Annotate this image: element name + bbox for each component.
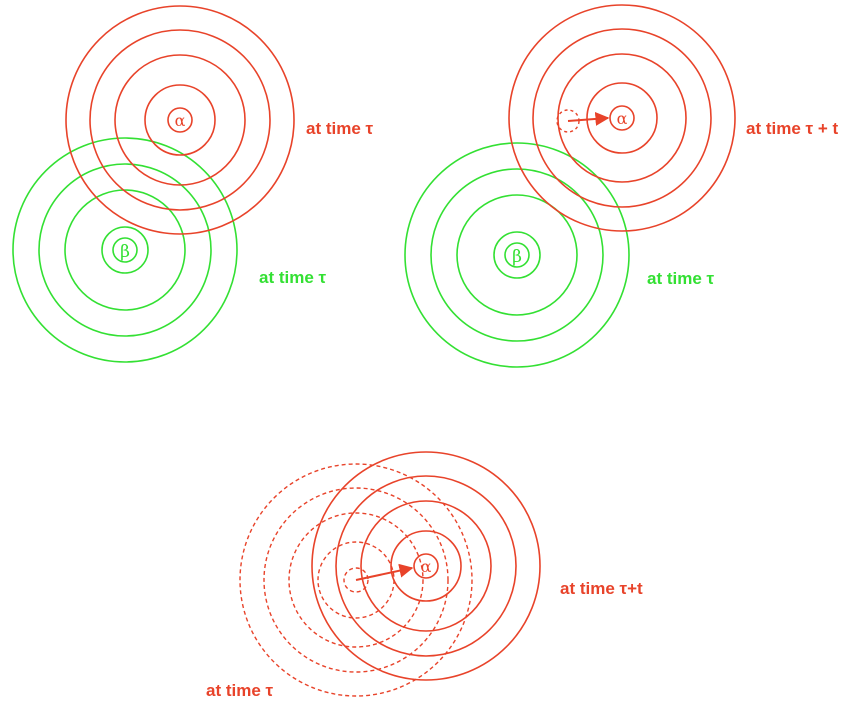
alpha-ring [144,84,216,156]
alpha-motion-arrow [567,111,610,126]
alpha-ring [65,5,295,235]
alpha-source [609,105,635,131]
alpha-time-label: at time τ + t [746,119,838,138]
beta-wave-rings [404,142,630,368]
beta-wave-rings [12,137,238,363]
beta-source [112,237,138,263]
beta-time-label: at time τ [259,268,327,287]
alpha-ring [508,4,736,232]
beta-ring [101,226,149,274]
solid-ring [360,500,492,632]
alpha-source [413,553,439,579]
alpha-source [167,107,193,133]
beta-ring [404,142,630,368]
beta-time-label: at time τ [647,269,715,288]
beta-ring [430,168,604,342]
alpha-time-label: at time τ [306,119,374,138]
panel-top-left: α β at time τ at time τ [12,5,374,363]
alpha-ring [532,28,712,208]
panel-top-right: α β at time τ + t at time τ [404,4,838,368]
solid-ring [390,530,462,602]
current-time-label: at time τ+t [560,579,643,598]
current-wave-rings [311,451,541,681]
dashed-ring [288,512,424,648]
earlier-time-label: at time τ [206,681,274,700]
beta-symbol: β [512,247,522,267]
beta-ring [38,163,212,337]
dashed-ring [263,487,449,673]
dashed-ring [343,567,369,593]
alpha-ring [114,54,246,186]
alpha-symbol: α [421,557,432,576]
alpha-ring [89,29,271,211]
earlier-wave-rings [239,463,473,697]
alpha-ring [586,82,658,154]
alpha-symbol: α [175,111,186,130]
solid-ring [311,451,541,681]
alpha-motion-arrow [355,563,414,581]
beta-ring [64,189,186,311]
beta-symbol: β [120,242,130,262]
panel-bottom: α at time τ+t at time τ [206,451,643,700]
alpha-symbol: α [617,109,628,128]
solid-ring [335,475,517,657]
dashed-ring [239,463,473,697]
alpha-wave-rings [65,5,295,235]
beta-ring [12,137,238,363]
beta-ring [493,231,541,279]
beta-ring [456,194,578,316]
beta-source [504,242,530,268]
